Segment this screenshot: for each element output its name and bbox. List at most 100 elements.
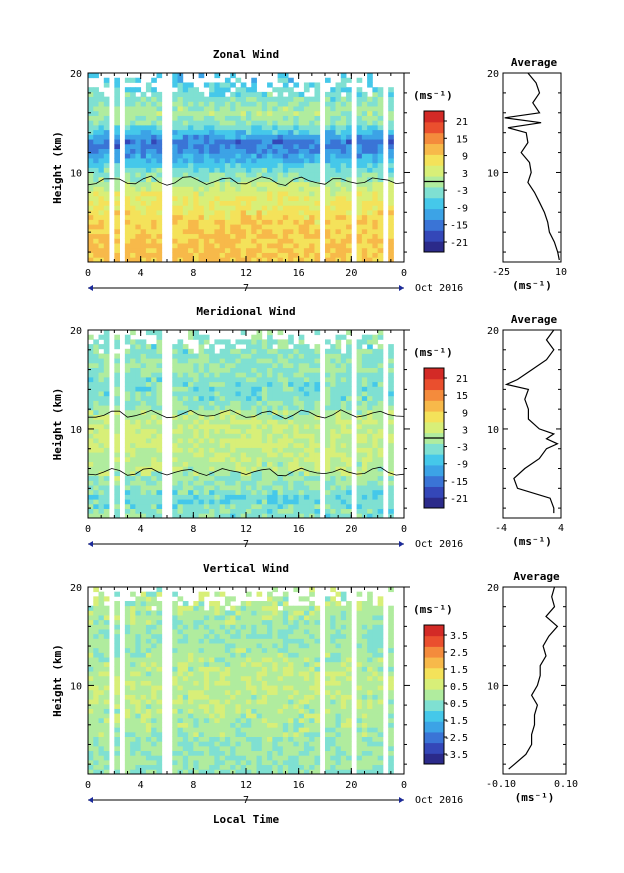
heatmap-cell bbox=[151, 148, 157, 154]
heatmap-cell bbox=[224, 252, 231, 258]
heatmap-cell bbox=[251, 120, 257, 126]
heatmap-cell bbox=[388, 162, 394, 168]
heatmap-cell bbox=[188, 238, 194, 244]
heatmap-cell bbox=[103, 176, 110, 183]
heatmap-cell bbox=[114, 708, 120, 714]
heatmap-cell bbox=[282, 442, 289, 448]
heatmap-cell bbox=[140, 591, 147, 597]
heatmap-cell bbox=[340, 442, 347, 448]
heatmap-cell bbox=[130, 348, 136, 354]
heatmap-cell bbox=[272, 205, 278, 211]
heatmap-cell bbox=[240, 110, 247, 116]
heatmap-cell bbox=[272, 386, 278, 392]
heatmap-cell bbox=[145, 134, 152, 140]
heatmap-cell bbox=[330, 106, 336, 112]
heatmap-cell bbox=[314, 466, 321, 472]
heatmap-cell bbox=[140, 708, 147, 714]
heatmap-cell bbox=[288, 377, 294, 383]
heatmap-cell bbox=[219, 129, 226, 135]
heatmap-cell bbox=[340, 447, 347, 453]
heatmap-cell bbox=[282, 181, 289, 187]
heatmap-cell bbox=[367, 438, 373, 444]
heatmap-cell bbox=[277, 214, 284, 220]
heatmap-cell bbox=[209, 158, 215, 164]
heatmap-cell bbox=[214, 372, 221, 378]
heatmap-cell bbox=[182, 129, 189, 135]
heatmap-cell bbox=[288, 367, 294, 373]
heatmap-cell bbox=[246, 339, 252, 345]
heatmap-cell bbox=[88, 115, 94, 121]
heatmap-cell bbox=[224, 233, 231, 239]
heatmap-cell bbox=[267, 143, 273, 150]
heatmap-cell bbox=[98, 110, 105, 116]
heatmap-cell bbox=[156, 485, 163, 491]
heatmap-cell bbox=[219, 764, 226, 770]
heatmap-cell bbox=[203, 755, 210, 761]
heatmap-cell bbox=[198, 186, 205, 192]
heatmap-cell bbox=[219, 499, 226, 505]
heatmap-cell bbox=[377, 438, 384, 444]
heatmap-cell bbox=[177, 409, 184, 415]
heatmap-cell bbox=[103, 755, 110, 761]
heatmap-cell bbox=[288, 191, 294, 197]
heatmap-cell bbox=[277, 77, 284, 83]
heatmap-cell bbox=[193, 96, 199, 102]
heatmap-cell bbox=[330, 377, 336, 383]
heatmap-cell bbox=[298, 475, 305, 481]
heatmap-cell bbox=[251, 191, 257, 197]
heatmap-cell bbox=[235, 200, 242, 206]
heatmap-cell bbox=[330, 238, 336, 244]
heatmap-cell bbox=[188, 447, 194, 453]
heatmap-cell bbox=[277, 87, 284, 93]
heatmap-cell bbox=[335, 499, 342, 505]
heatmap-cell bbox=[103, 764, 110, 770]
heatmap-cell bbox=[130, 247, 136, 253]
heatmap-cell bbox=[298, 195, 305, 201]
heatmap-cell bbox=[356, 409, 363, 415]
heatmap-cell bbox=[214, 769, 221, 775]
heatmap-cell bbox=[124, 96, 131, 102]
heatmap-cell bbox=[209, 619, 215, 625]
heatmap-cell bbox=[145, 391, 152, 397]
heatmap-cell bbox=[145, 419, 152, 425]
heatmap-cell bbox=[256, 480, 263, 486]
heatmap-cell bbox=[145, 475, 152, 481]
heatmap-cell bbox=[219, 461, 226, 467]
heatmap-cell bbox=[214, 162, 221, 168]
heatmap-cell bbox=[140, 619, 147, 625]
heatmap-cell bbox=[240, 461, 247, 467]
heatmap-cell bbox=[130, 615, 136, 621]
heatmap-cell bbox=[251, 489, 257, 495]
heatmap-cell bbox=[251, 106, 257, 112]
heatmap-cell bbox=[124, 214, 131, 220]
heatmap-cell bbox=[293, 503, 300, 509]
heatmap-cell bbox=[277, 358, 284, 364]
heatmap-cell bbox=[251, 334, 257, 340]
heatmap-cell bbox=[214, 685, 221, 691]
heatmap-cell bbox=[203, 619, 210, 625]
heatmap-cell bbox=[325, 466, 331, 472]
heatmap-cell bbox=[93, 153, 99, 159]
heatmap-cell bbox=[261, 344, 268, 350]
heatmap-cell bbox=[246, 494, 252, 500]
heatmap-cell bbox=[272, 362, 278, 368]
heatmap-cell bbox=[135, 699, 142, 705]
heatmap-cell bbox=[177, 671, 184, 677]
heatmap-cell bbox=[156, 339, 163, 345]
heatmap-cell bbox=[188, 424, 194, 430]
heatmap-cell bbox=[98, 153, 105, 159]
heatmap-cell bbox=[246, 210, 252, 216]
heatmap-cell bbox=[267, 115, 273, 121]
heatmap-cell bbox=[261, 499, 268, 505]
heatmap-cell bbox=[346, 158, 352, 164]
heatmap-cell bbox=[135, 391, 142, 397]
heatmap-cell bbox=[188, 233, 194, 239]
heatmap-cell bbox=[377, 214, 384, 220]
heatmap-cell bbox=[151, 143, 157, 150]
heatmap-cell bbox=[267, 367, 273, 373]
heatmap-cell bbox=[114, 633, 120, 639]
heatmap-cell bbox=[235, 106, 242, 112]
heatmap-cell bbox=[214, 755, 221, 761]
heatmap-cell bbox=[198, 703, 205, 709]
